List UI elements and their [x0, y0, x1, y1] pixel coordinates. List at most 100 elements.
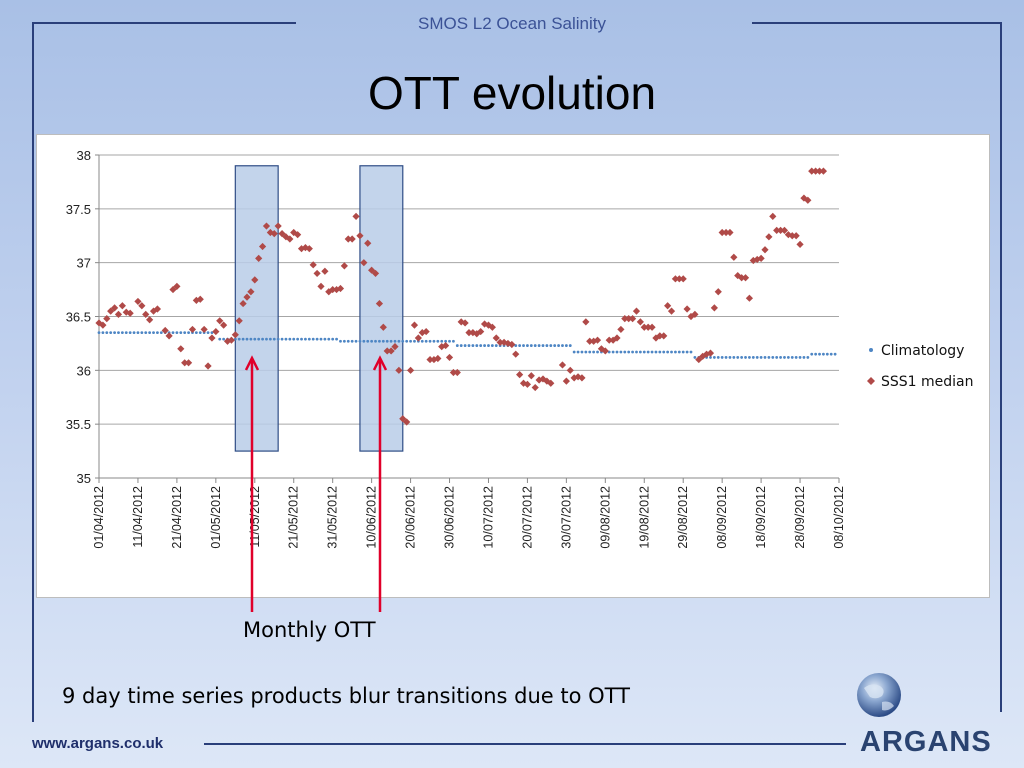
highlight-boxes [234, 165, 404, 452]
sss1-point [305, 245, 313, 253]
legend-climatology-marker [869, 348, 873, 352]
climatology-point [183, 331, 187, 335]
climatology-point [455, 344, 459, 347]
slide-note: 9 day time series products blur transiti… [62, 684, 630, 708]
sss1-point [321, 267, 329, 275]
climatology-point [424, 339, 428, 343]
climatology-point [674, 350, 677, 354]
climatology-point [144, 331, 148, 335]
sss1-point [628, 315, 637, 323]
x-tick-label: 08/09/2012 [715, 486, 729, 549]
climatology-point [307, 337, 311, 341]
sss1-point [558, 361, 567, 369]
climatology-point [736, 356, 740, 359]
x-tick-label: 10/06/2012 [365, 486, 379, 549]
climatology-point [300, 337, 303, 341]
climatology-point [101, 331, 105, 335]
climatology-point [592, 350, 596, 354]
climatology-point [646, 350, 650, 354]
sss1-point [574, 373, 582, 381]
climatology-point [798, 356, 802, 359]
sss1-point [621, 315, 629, 323]
y-tick-label: 35 [77, 471, 91, 486]
climatology-point [748, 356, 751, 359]
sss1-point [220, 321, 228, 329]
climatology-point [779, 356, 782, 359]
climatology-point [257, 337, 261, 341]
climatology-point [109, 331, 113, 335]
climatology-point [712, 356, 716, 359]
sss1-point [488, 323, 496, 331]
climatology-point [775, 356, 779, 359]
climatology-point [658, 350, 662, 354]
sss1-point [461, 319, 469, 327]
climatology-point [825, 352, 829, 356]
climatology-point [97, 331, 101, 335]
sss1-point [118, 302, 126, 310]
climatology-point [120, 331, 124, 335]
sss1-point [103, 315, 111, 323]
climatology-series [97, 331, 837, 359]
climatology-point [222, 337, 226, 341]
sss1-point [403, 418, 411, 426]
climatology-point [463, 344, 467, 347]
footer-url-link[interactable]: www.argans.co.uk [32, 735, 164, 752]
climatology-point [471, 344, 475, 347]
climatology-point [237, 337, 241, 341]
sss1-point [656, 332, 664, 340]
climatology-point [627, 350, 631, 354]
climatology-point [670, 350, 673, 354]
climatology-point [444, 339, 448, 343]
sss1-point [648, 323, 656, 331]
sss1-point [348, 235, 356, 243]
sss1-point [808, 167, 816, 175]
climatology-point [452, 339, 455, 343]
climatology-point [568, 344, 572, 347]
sss1-point [200, 325, 208, 334]
sss1-point [208, 334, 216, 342]
climatology-point [631, 350, 634, 354]
climatology-point [381, 339, 385, 343]
header-line-right [752, 22, 1002, 24]
sss1-point [344, 235, 352, 243]
sss1-point [512, 350, 520, 358]
climatology-point [814, 352, 818, 356]
sss1-point [492, 334, 500, 342]
sss1-series [95, 167, 828, 426]
climatology-point [806, 356, 810, 359]
climatology-point [786, 356, 790, 359]
sss1-point [714, 288, 722, 296]
sss1-point [804, 196, 812, 204]
sss1-point [784, 231, 792, 239]
climatology-point [253, 337, 257, 341]
climatology-point [561, 344, 564, 347]
sss1-point [640, 323, 648, 331]
climatology-point [428, 339, 432, 343]
climatology-point [218, 337, 222, 341]
sss1-point [406, 366, 415, 374]
climatology-point [459, 344, 463, 347]
climatology-point [693, 356, 697, 359]
climatology-point [833, 352, 837, 356]
climatology-point [522, 344, 525, 347]
x-tick-label: 11/05/2012 [248, 486, 262, 548]
sss1-point [582, 318, 590, 326]
climatology-point [822, 352, 825, 356]
sss1-point [364, 239, 372, 247]
sss1-point [625, 315, 633, 323]
x-tick-label: 21/05/2012 [287, 486, 301, 549]
x-tick-label: 09/08/2012 [598, 486, 612, 549]
sss1-point [340, 262, 348, 270]
climatology-point [393, 339, 397, 343]
climatology-point [545, 344, 549, 347]
climatology-point [724, 356, 728, 359]
sss1-point [765, 233, 773, 241]
climatology-point [553, 344, 557, 347]
climatology-point [276, 337, 280, 341]
climatology-point [346, 339, 350, 343]
climatology-point [541, 344, 545, 347]
sss1-point [173, 282, 181, 290]
climatology-point [794, 356, 798, 359]
globe-icon [857, 673, 901, 717]
sss1-point [734, 271, 742, 280]
